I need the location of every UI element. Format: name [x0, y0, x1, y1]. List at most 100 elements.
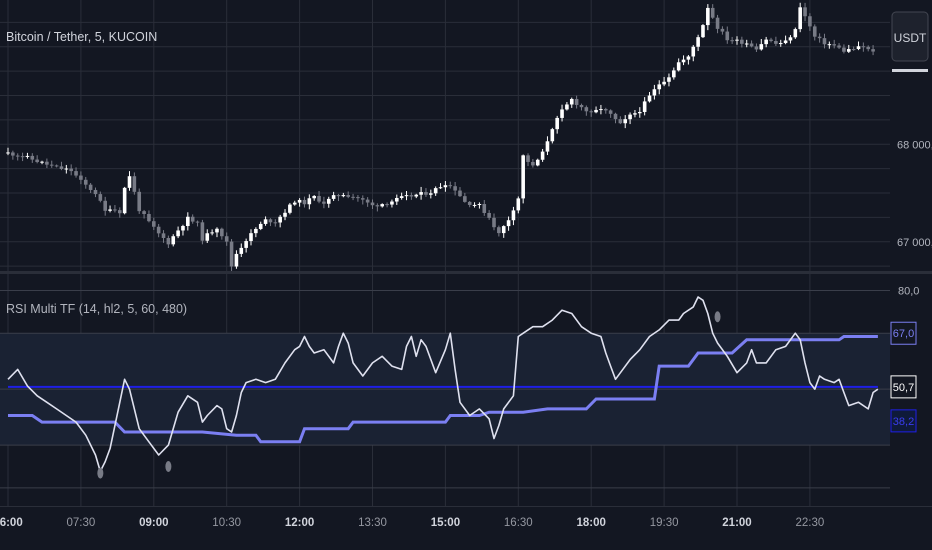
candle-body[interactable] [409, 195, 414, 197]
candle-body[interactable] [443, 185, 448, 188]
candle-body[interactable] [54, 165, 59, 167]
candle-body[interactable] [579, 104, 584, 108]
candle-body[interactable] [186, 216, 190, 226]
candle-body[interactable] [788, 37, 793, 41]
candle-body[interactable] [142, 211, 146, 215]
currency-button[interactable]: USDT [891, 11, 929, 62]
candle-body[interactable] [30, 155, 35, 160]
candle-body[interactable] [706, 7, 710, 26]
candle-body[interactable] [526, 155, 530, 162]
candle-body[interactable] [497, 227, 501, 234]
candle-body[interactable] [778, 43, 783, 45]
rsi-axis[interactable]: 80,0 67,0 50,7 38,2 [890, 285, 919, 433]
candle-body[interactable] [45, 161, 49, 165]
candle-body[interactable] [15, 155, 20, 157]
candle-body[interactable] [740, 39, 744, 44]
candle-body[interactable] [506, 220, 511, 227]
candle-body[interactable] [686, 56, 691, 60]
candle-body[interactable] [467, 201, 472, 205]
indicator-title[interactable]: RSI Multi TF (14, hl2, 5, 60, 480) [6, 302, 187, 316]
candle-body[interactable] [477, 204, 482, 206]
candle-body[interactable] [103, 200, 107, 211]
candles[interactable] [6, 2, 875, 272]
candle-body[interactable] [608, 110, 613, 114]
candle-body[interactable] [390, 201, 394, 205]
candle-body[interactable] [254, 228, 258, 234]
currency-button-frame[interactable] [891, 11, 929, 62]
candle-body[interactable] [837, 45, 841, 48]
candle-body[interactable] [336, 195, 341, 197]
candle-body[interactable] [569, 98, 574, 105]
candle-body[interactable] [429, 193, 433, 195]
candle-body[interactable] [346, 195, 350, 197]
candle-body[interactable] [292, 202, 297, 205]
candle-body[interactable] [127, 176, 132, 188]
candle-body[interactable] [822, 38, 827, 45]
candle-body[interactable] [341, 195, 346, 197]
candle-body[interactable] [672, 70, 676, 78]
candle-body[interactable] [117, 210, 122, 214]
candle-body[interactable] [448, 185, 453, 187]
candle-body[interactable] [6, 152, 10, 154]
candle-body[interactable] [861, 46, 866, 48]
candle-body[interactable] [540, 151, 545, 160]
candle-body[interactable] [433, 188, 438, 194]
candle-body[interactable] [560, 109, 564, 118]
candle-body[interactable] [550, 129, 555, 142]
pane-separator[interactable] [0, 271, 932, 274]
candle-body[interactable] [220, 228, 224, 237]
candle-body[interactable] [827, 44, 832, 46]
candle-body[interactable] [438, 187, 443, 189]
candle-body[interactable] [642, 101, 647, 112]
candle-body[interactable] [662, 81, 666, 85]
candle-body[interactable] [278, 216, 282, 223]
currency-button-label[interactable]: USDT [894, 31, 927, 45]
candle-body[interactable] [181, 225, 185, 231]
candle-body[interactable] [613, 113, 618, 120]
candle-body[interactable] [769, 39, 773, 42]
candle-body[interactable] [351, 196, 355, 198]
candle-body[interactable] [375, 205, 380, 207]
candle-body[interactable] [866, 46, 871, 50]
candle-body[interactable] [360, 198, 365, 200]
candle-body[interactable] [628, 114, 632, 120]
price-axis[interactable]: 67 000,0 68 000,0 [897, 139, 932, 248]
candle-body[interactable] [798, 7, 802, 30]
candle-body[interactable] [681, 59, 686, 63]
candle-body[interactable] [545, 141, 550, 152]
candle-body[interactable] [64, 168, 69, 170]
candle-body[interactable] [234, 253, 239, 267]
candle-body[interactable] [832, 44, 836, 46]
candle-body[interactable] [365, 199, 370, 203]
symbol-title[interactable]: Bitcoin / Tether, 5, KUCOIN [6, 30, 157, 44]
candle-body[interactable] [307, 198, 312, 205]
candle-body[interactable] [156, 226, 161, 234]
candle-body[interactable] [487, 212, 491, 218]
candle-body[interactable] [263, 219, 268, 224]
candle-body[interactable] [463, 196, 467, 202]
candle-body[interactable] [35, 159, 39, 163]
candle-body[interactable] [224, 236, 229, 242]
candle-body[interactable] [152, 221, 156, 227]
candle-body[interactable] [69, 168, 73, 172]
candle-body[interactable] [754, 46, 759, 50]
candle-body[interactable] [59, 166, 64, 170]
candle-body[interactable] [166, 237, 171, 245]
candle-body[interactable] [676, 62, 681, 71]
candle-body[interactable] [793, 29, 798, 38]
candle-body[interactable] [623, 119, 628, 124]
candle-body[interactable] [720, 28, 725, 32]
candle-body[interactable] [399, 196, 404, 198]
candle-body[interactable] [395, 197, 399, 202]
candle-body[interactable] [584, 107, 589, 112]
candle-body[interactable] [501, 226, 506, 234]
candle-body[interactable] [147, 214, 151, 222]
candle-body[interactable] [229, 241, 234, 267]
candle-body[interactable] [817, 36, 822, 39]
candle-body[interactable] [98, 194, 103, 201]
time-axis[interactable]: 06:00 07:30 09:00 10:30 12:00 13:30 15:00 16:30… [0, 517, 824, 529]
candle-body[interactable] [161, 233, 166, 238]
candle-body[interactable] [482, 204, 487, 213]
candle-body[interactable] [531, 161, 535, 166]
candle-body[interactable] [565, 104, 569, 110]
